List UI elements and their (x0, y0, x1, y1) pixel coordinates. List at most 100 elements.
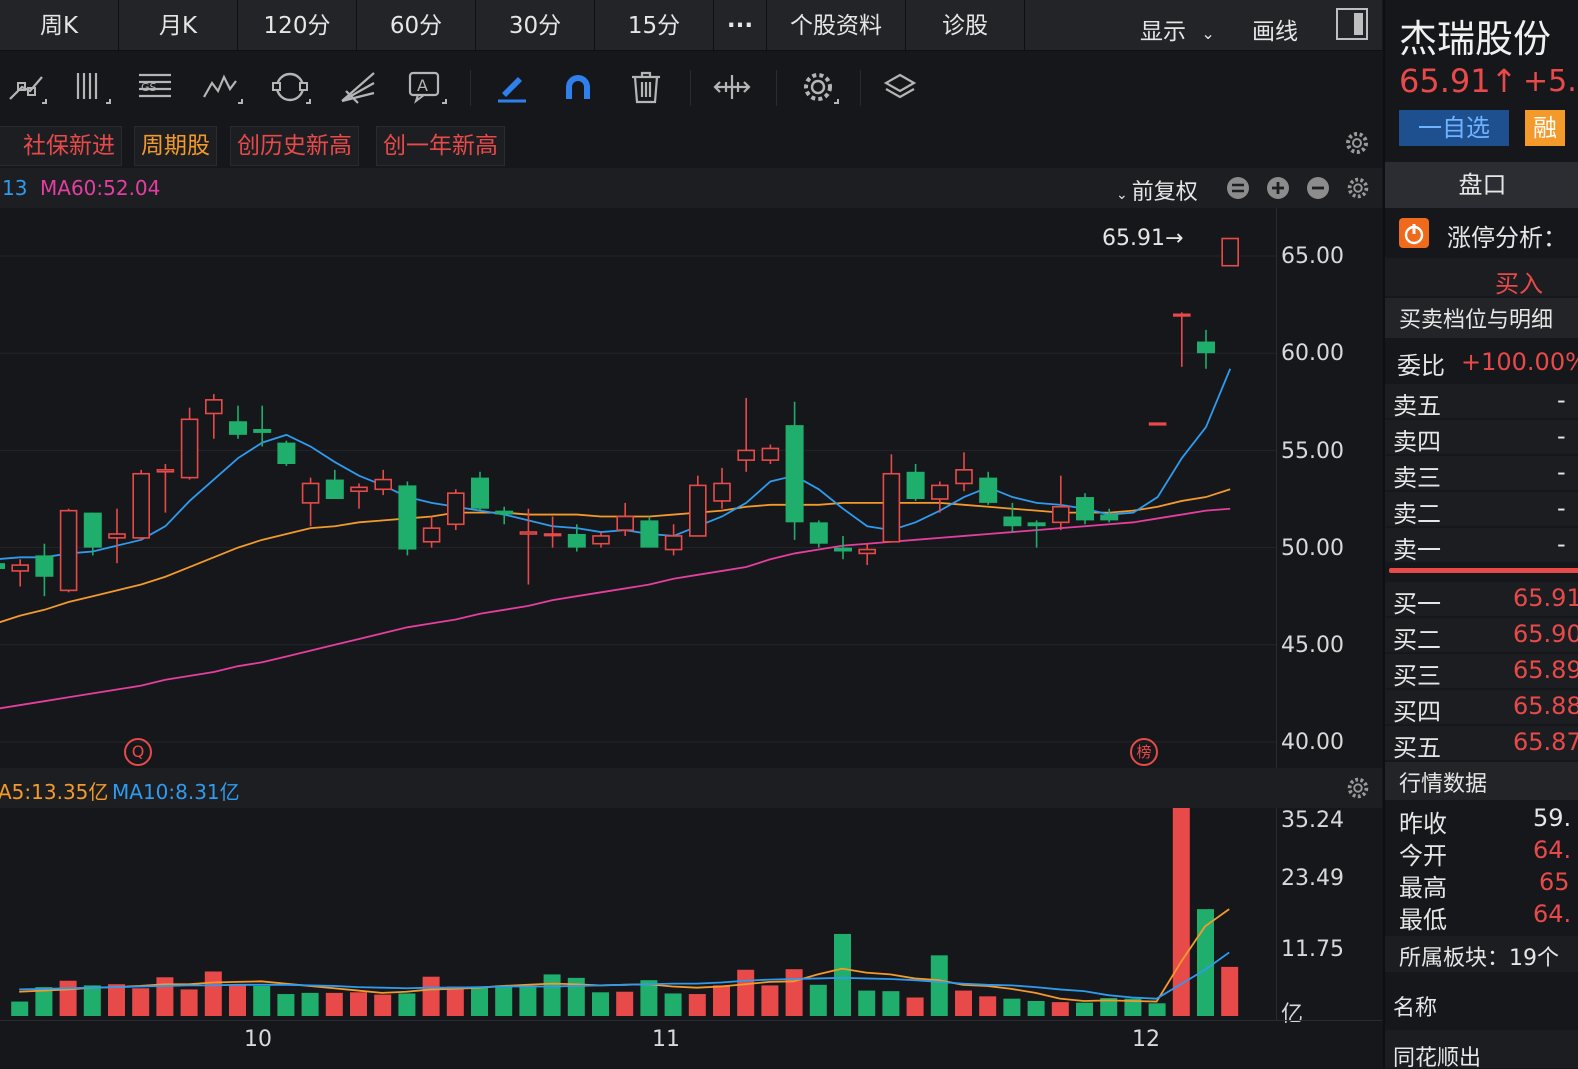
candle (422, 516, 441, 548)
tab-week-k[interactable]: 周K (0, 0, 119, 50)
candle (519, 508, 538, 585)
candle (180, 407, 199, 480)
trash-icon[interactable] (624, 65, 668, 109)
volume-bar (374, 994, 392, 1016)
high-label: 最高 (1399, 874, 1447, 902)
chart-settings-gear-icon[interactable] (1344, 174, 1372, 202)
ma-partial-value: 13 (2, 176, 28, 200)
tab-60min[interactable]: 60分 (357, 0, 476, 50)
candle-body (0, 563, 5, 569)
candle (374, 469, 393, 496)
date-tick: 11 (652, 1027, 680, 1052)
gear-icon[interactable] (796, 65, 840, 109)
candle (616, 502, 635, 536)
wave-tool-icon[interactable] (200, 65, 244, 109)
add-watchlist-button[interactable]: 一自选 (1399, 110, 1509, 146)
pen-icon[interactable] (490, 65, 534, 109)
tag-settings-gear-icon[interactable] (1342, 128, 1372, 158)
volume-bar (737, 969, 755, 1016)
candlestick-chart[interactable] (0, 208, 1276, 768)
sector-item-row[interactable] (1385, 1030, 1578, 1068)
tab-30min[interactable]: 30分 (476, 0, 595, 50)
candle-body (616, 515, 635, 531)
expand-horizontal-icon[interactable] (710, 65, 754, 109)
tab-handicap[interactable]: 盘口 (1385, 162, 1578, 208)
margin-badge[interactable]: 融 (1525, 110, 1565, 146)
cycle-tool-icon[interactable] (268, 65, 312, 109)
tag-all-time-high[interactable]: 创历史新高 (230, 126, 359, 166)
candle (809, 520, 828, 548)
candle-body (374, 478, 393, 491)
volume-bar (1076, 1002, 1093, 1016)
stock-profile-tab[interactable]: 个股资料 (767, 0, 906, 50)
current-price: 65.91↑ (1399, 62, 1518, 100)
adjust-dropdown[interactable]: ⌄ 前复权 (1116, 174, 1198, 206)
tag-year-high[interactable]: 创一年新高 (376, 126, 505, 166)
magnet-icon[interactable] (556, 65, 600, 109)
volume-bar (834, 933, 851, 1016)
display-dropdown[interactable]: 显示 ⌄ (1140, 12, 1215, 46)
candle (592, 532, 610, 548)
volume-bar (1051, 1002, 1069, 1016)
more-periods-button[interactable]: ··· (714, 0, 767, 50)
tab-month-k[interactable]: 月K (119, 0, 238, 50)
layers-icon[interactable] (878, 65, 922, 109)
tab-120min[interactable]: 120分 (238, 0, 357, 50)
svg-text:A: A (417, 76, 428, 95)
price-tick: 40.00 (1281, 730, 1344, 755)
candle (277, 440, 296, 466)
candle (325, 469, 344, 499)
high-value: 65 (1539, 868, 1570, 896)
ask-value: - (1557, 422, 1566, 450)
line-tool-icon[interactable] (4, 65, 48, 109)
chevron-down-icon: ⌄ (1201, 24, 1215, 43)
candle (761, 444, 780, 465)
candle-body (1076, 497, 1094, 521)
volume-bar (640, 980, 658, 1016)
volume-bar (422, 976, 440, 1016)
bid-row: 买一 65.91 (1385, 582, 1578, 618)
rank-marker[interactable]: 榜 (1130, 738, 1158, 766)
limit-up-analysis[interactable]: 涨停分析： (1447, 224, 1567, 252)
low-label: 最低 (1399, 906, 1447, 934)
candle-body (955, 469, 973, 485)
vol-ma10-line (19, 951, 1230, 1000)
volume-settings-gear-icon[interactable] (1344, 774, 1372, 802)
ma60-value: MA60:52.04 (40, 176, 161, 200)
tag-social-security[interactable]: 社保新进 (0, 126, 122, 166)
candle (785, 401, 804, 540)
tag-cyclical-stock[interactable]: 周期股 (134, 126, 217, 166)
prev-close-label: 昨收 (1399, 810, 1447, 838)
sector-count[interactable]: 所属板块：19个 (1399, 946, 1559, 971)
buy-button[interactable]: 买入 (1495, 270, 1543, 298)
candle-body (350, 486, 368, 493)
fibonacci-icon[interactable]: GS (133, 65, 177, 109)
candle-body (1197, 341, 1215, 354)
collapse-icon[interactable] (1226, 176, 1250, 200)
tab-15min[interactable]: 15分 (595, 0, 714, 50)
wb-value: +100.00% (1461, 348, 1578, 376)
bid-label: 买一 (1393, 590, 1441, 618)
ask-label: 卖三 (1393, 464, 1441, 492)
chevron-down-icon: ⌄ (1116, 187, 1128, 203)
gann-fan-icon[interactable] (336, 65, 380, 109)
zoom-out-icon[interactable] (1306, 176, 1330, 200)
candle (882, 454, 901, 543)
volume-bar (156, 977, 174, 1016)
bid-value: 65.89 (1513, 656, 1578, 684)
zoom-in-icon[interactable] (1266, 176, 1290, 200)
parallel-lines-icon[interactable] (68, 65, 112, 109)
volume-bar (229, 984, 246, 1016)
volume-chart[interactable] (0, 808, 1276, 1020)
candle-body (785, 425, 804, 523)
volume-tick: 23.49 (1281, 866, 1344, 891)
q-marker[interactable]: Q (124, 738, 152, 766)
candle-body (1221, 237, 1239, 267)
period-toolbar: 周K 月K 120分 60分 30分 15分 ··· 个股资料 诊股 显示 ⌄ … (0, 0, 1382, 51)
ask-row: 卖一 - (1385, 528, 1578, 564)
panel-toggle-icon[interactable] (1336, 8, 1368, 40)
draw-line-button[interactable]: 画线 (1252, 19, 1298, 45)
text-annotation-icon[interactable]: A (404, 65, 448, 109)
diagnose-tab[interactable]: 诊股 (906, 0, 1025, 50)
volume-bar (809, 984, 827, 1016)
